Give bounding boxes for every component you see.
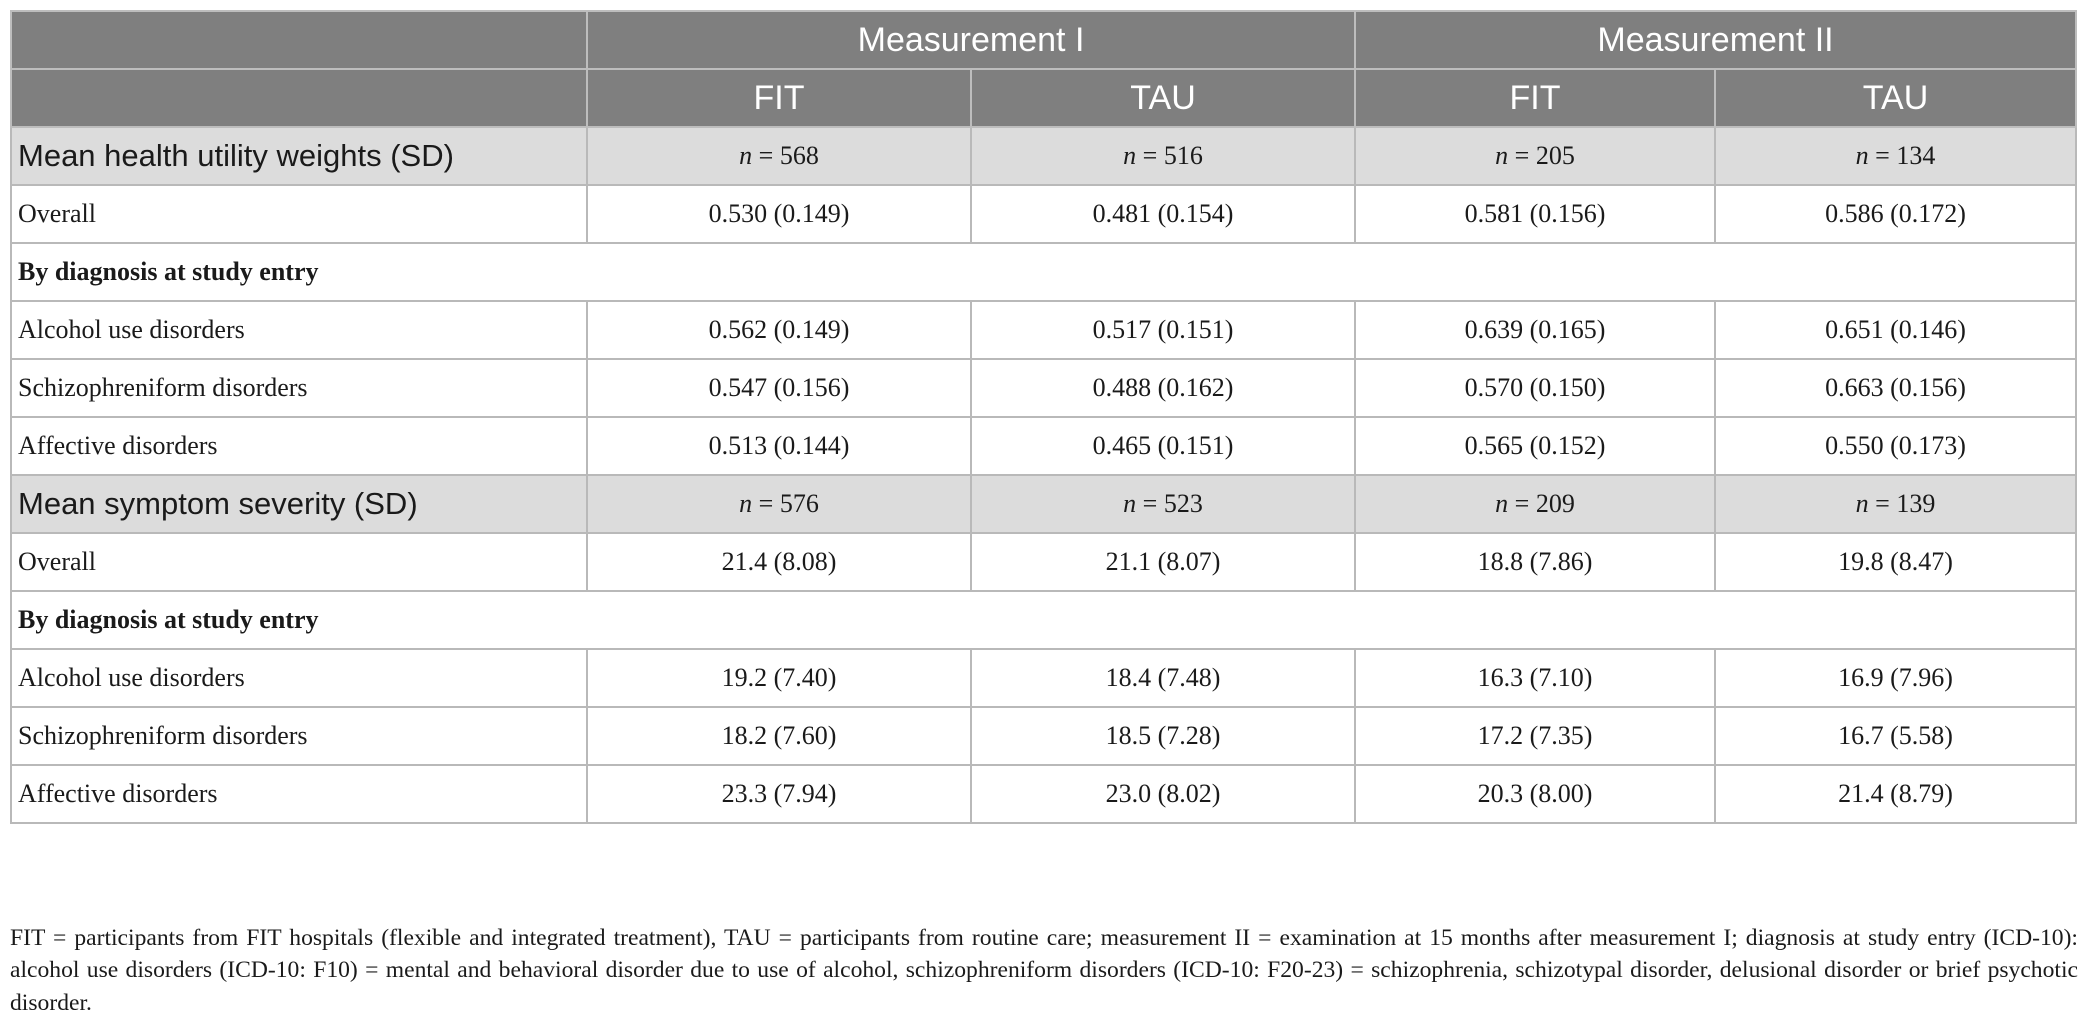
value-cell: 16.7 (5.58) [1714, 706, 2078, 766]
header-m2-fit: FIT [1354, 68, 1717, 128]
table-footnote: FIT = participants from FIT hospitals (f… [10, 924, 2078, 1016]
value-cell: 21.1 (8.07) [969, 532, 1357, 592]
value-cell: 18.8 (7.86) [1354, 532, 1717, 592]
value-cell: 23.0 (8.02) [969, 764, 1357, 824]
row-label: Overall [10, 532, 588, 592]
row-label: Overall [10, 184, 588, 244]
value-cell: 23.3 (7.94) [586, 764, 972, 824]
header-row-measurements: Measurement I Measurement II [10, 10, 2078, 70]
value-cell: 0.550 (0.173) [1714, 416, 2078, 476]
sample-size-cell: n = 568 [586, 126, 972, 186]
value-cell: 20.3 (8.00) [1354, 764, 1717, 824]
value-cell: 0.547 (0.156) [586, 358, 972, 418]
value-cell: 0.465 (0.151) [969, 416, 1357, 476]
group-label: By diagnosis at study entry [9, 242, 2078, 302]
table-row-overall: Overall 21.4 (8.08) 21.1 (8.07) 18.8 (7.… [10, 532, 2078, 592]
value-cell: 16.3 (7.10) [1354, 648, 1717, 708]
value-cell: 18.4 (7.48) [969, 648, 1357, 708]
table-row: Affective disorders 23.3 (7.94) 23.0 (8.… [10, 764, 2078, 824]
group-row-diagnosis: By diagnosis at study entry [9, 590, 2078, 650]
value-cell: 0.565 (0.152) [1354, 416, 1717, 476]
value-cell: 17.2 (7.35) [1354, 706, 1717, 766]
value-cell: 21.4 (8.08) [586, 532, 972, 592]
table-row-overall: Overall 0.530 (0.149) 0.481 (0.154) 0.58… [10, 184, 2078, 244]
sample-size-cell: n = 139 [1714, 474, 2078, 534]
row-label: Schizophreniform disorders [10, 706, 588, 766]
value-cell: 0.530 (0.149) [586, 184, 972, 244]
value-cell: 0.517 (0.151) [969, 300, 1357, 360]
results-table-container: Measurement I Measurement II FIT TAU FIT… [9, 10, 2078, 824]
header-measurement-2: Measurement II [1354, 10, 2078, 70]
group-label: By diagnosis at study entry [9, 590, 2078, 650]
table-row: Alcohol use disorders 19.2 (7.40) 18.4 (… [10, 648, 2078, 708]
value-cell: 19.2 (7.40) [586, 648, 972, 708]
header-m2-tau: TAU [1714, 68, 2078, 128]
value-cell: 0.562 (0.149) [586, 300, 972, 360]
value-cell: 18.5 (7.28) [969, 706, 1357, 766]
header-corner-cell [10, 68, 588, 128]
section-row-utility: Mean health utility weights (SD) n = 568… [10, 126, 2078, 186]
header-corner-cell [10, 10, 588, 70]
section-title: Mean symptom severity (SD) [10, 474, 588, 534]
value-cell: 0.586 (0.172) [1714, 184, 2078, 244]
row-label: Affective disorders [10, 416, 588, 476]
sample-size-cell: n = 134 [1714, 126, 2078, 186]
table-row: Schizophreniform disorders 0.547 (0.156)… [10, 358, 2078, 418]
section-title: Mean health utility weights (SD) [10, 126, 588, 186]
results-table: Measurement I Measurement II FIT TAU FIT… [9, 10, 2078, 824]
header-measurement-1: Measurement I [585, 10, 1357, 70]
header-m1-fit: FIT [586, 68, 972, 128]
value-cell: 0.570 (0.150) [1354, 358, 1717, 418]
group-row-diagnosis: By diagnosis at study entry [9, 242, 2078, 302]
sample-size-cell: n = 205 [1354, 126, 1717, 186]
table-row: Alcohol use disorders 0.562 (0.149) 0.51… [10, 300, 2078, 360]
value-cell: 19.8 (8.47) [1714, 532, 2078, 592]
row-label: Affective disorders [10, 764, 588, 824]
value-cell: 0.639 (0.165) [1354, 300, 1717, 360]
value-cell: 0.663 (0.156) [1714, 358, 2078, 418]
row-label: Alcohol use disorders [10, 648, 588, 708]
sample-size-cell: n = 209 [1354, 474, 1717, 534]
value-cell: 0.651 (0.146) [1714, 300, 2078, 360]
value-cell: 0.488 (0.162) [969, 358, 1357, 418]
header-row-groups: FIT TAU FIT TAU [10, 68, 2078, 128]
sample-size-cell: n = 576 [586, 474, 972, 534]
value-cell: 21.4 (8.79) [1714, 764, 2078, 824]
value-cell: 16.9 (7.96) [1714, 648, 2078, 708]
row-label: Alcohol use disorders [10, 300, 588, 360]
value-cell: 0.581 (0.156) [1354, 184, 1717, 244]
table-row: Schizophreniform disorders 18.2 (7.60) 1… [10, 706, 2078, 766]
table-row: Affective disorders 0.513 (0.144) 0.465 … [10, 416, 2078, 476]
row-label: Schizophreniform disorders [10, 358, 588, 418]
header-m1-tau: TAU [969, 68, 1357, 128]
value-cell: 18.2 (7.60) [586, 706, 972, 766]
sample-size-cell: n = 523 [969, 474, 1357, 534]
sample-size-cell: n = 516 [969, 126, 1357, 186]
value-cell: 0.513 (0.144) [586, 416, 972, 476]
section-row-severity: Mean symptom severity (SD) n = 576 n = 5… [10, 474, 2078, 534]
value-cell: 0.481 (0.154) [969, 184, 1357, 244]
